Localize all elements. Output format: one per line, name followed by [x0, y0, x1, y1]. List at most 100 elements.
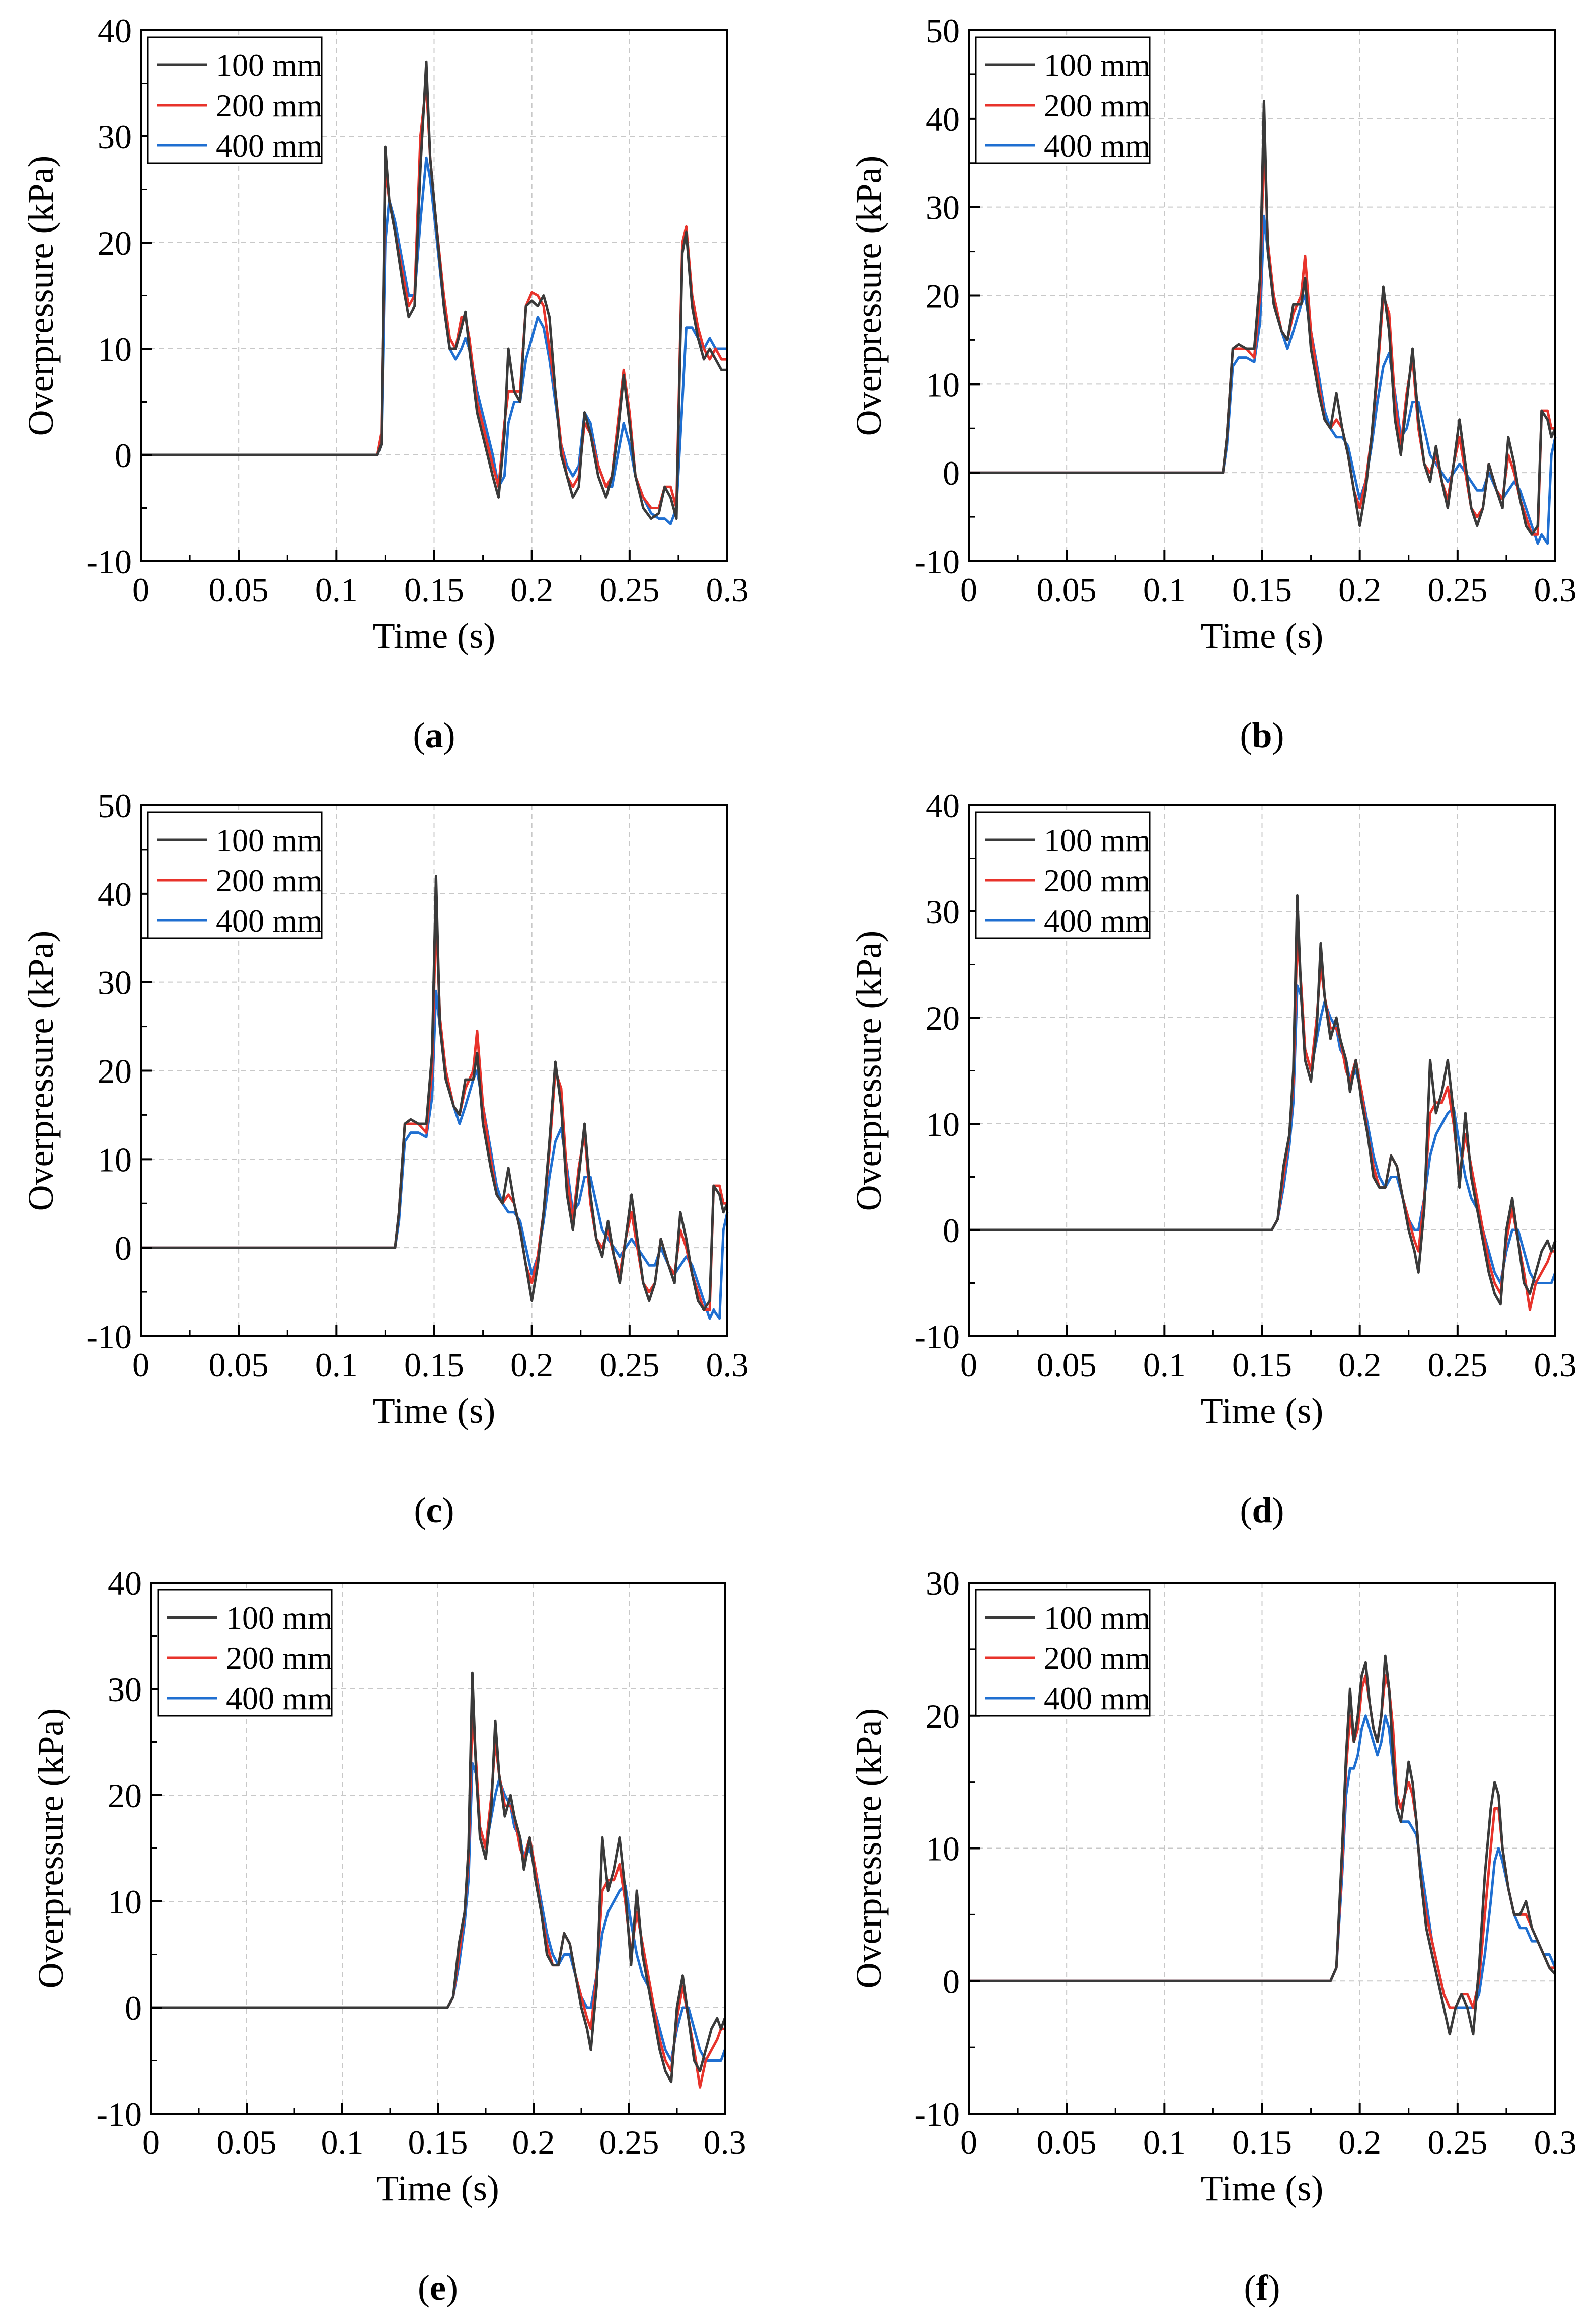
x-axis-label: Time (s)	[373, 1391, 495, 1431]
legend-label: 400 mm	[216, 903, 323, 939]
x-tick-label: 0.15	[1232, 1346, 1292, 1384]
y-tick-label: 20	[926, 277, 960, 316]
legend-box	[975, 811, 1151, 939]
y-tick-label: 40	[98, 875, 132, 913]
x-tick-label: 0.1	[321, 2123, 364, 2162]
x-tick-label: 0.05	[1037, 1346, 1097, 1384]
y-tick-label: -10	[86, 543, 132, 581]
legend-label: 400 mm	[216, 128, 323, 164]
x-tick-label: 0.25	[599, 1346, 659, 1384]
legend-box	[147, 36, 323, 164]
legend-label: 200 mm	[1044, 1640, 1151, 1676]
legend-box	[157, 1589, 333, 1717]
x-tick-label: 0.1	[315, 1346, 358, 1384]
y-axis-label: Overpressure (kPa)	[849, 1708, 889, 1989]
series-line-100mm	[141, 875, 729, 1311]
y-tick-label: 20	[98, 1052, 132, 1091]
x-tick-label: 0.3	[1534, 2123, 1577, 2162]
y-tick-label: 10	[926, 1830, 960, 1868]
x-tick-label: 0	[960, 571, 977, 609]
y-tick-label: 0	[943, 1962, 960, 2000]
legend: 100 mm 200 mm 400 mm	[147, 811, 323, 939]
panel-caption: (b)	[1240, 715, 1284, 755]
series-line-100mm	[969, 1654, 1556, 2036]
x-tick-label: 0.25	[599, 571, 659, 609]
legend-label: 200 mm	[1044, 88, 1151, 123]
y-tick-label: 10	[108, 1883, 142, 1921]
y-tick-label: 0	[115, 436, 132, 475]
y-tick-label: 0	[115, 1229, 132, 1267]
x-tick-label: 0.25	[599, 2123, 659, 2162]
y-axis-label: Overpressure (kPa)	[21, 931, 61, 1211]
x-tick-label: 0.3	[1534, 571, 1577, 609]
x-tick-label: 0.2	[510, 571, 553, 609]
x-tick-label: 0.1	[1143, 2123, 1186, 2162]
x-tick-label: 0.2	[512, 2123, 555, 2162]
legend-label: 400 mm	[1044, 128, 1151, 164]
x-axis-label: Time (s)	[373, 615, 495, 656]
panel-caption: (a)	[413, 715, 455, 755]
legend-label: 400 mm	[1044, 903, 1151, 939]
x-tick-label: 0.3	[704, 2123, 746, 2162]
legend: 100 mm 200 mm 400 mm	[975, 1589, 1151, 1717]
series-line-100mm	[151, 1671, 726, 2084]
legend-label: 400 mm	[1044, 1680, 1151, 1716]
y-tick-label: 30	[98, 118, 132, 156]
x-tick-label: 0.15	[1232, 2123, 1292, 2162]
y-tick-label: 10	[98, 330, 132, 368]
x-axis-label: Time (s)	[1201, 615, 1323, 656]
y-tick-label: 40	[108, 1564, 142, 1602]
chart-panel-c: 0 0.05 0.1 0.15 0.2 0.25 0.3-1001020304050Time…	[21, 787, 749, 1530]
x-tick-label: 0.05	[209, 1346, 269, 1384]
y-axis-label: Overpressure (kPa)	[21, 156, 61, 436]
x-tick-label: 0.05	[217, 2123, 277, 2162]
legend-label: 200 mm	[216, 863, 323, 898]
y-tick-label: 20	[108, 1777, 142, 1815]
x-tick-label: 0.2	[1338, 2123, 1381, 2162]
y-tick-label: 10	[926, 365, 960, 404]
y-tick-label: -10	[96, 2095, 142, 2133]
x-tick-label: 0.05	[1037, 571, 1097, 609]
x-tick-label: 0.15	[1232, 571, 1292, 609]
y-tick-label: 20	[926, 1697, 960, 1735]
x-tick-label: 0.3	[706, 1346, 749, 1384]
series-line-400mm	[141, 156, 727, 525]
y-axis-label: Overpressure (kPa)	[31, 1708, 71, 1989]
legend-label: 200 mm	[216, 88, 323, 123]
panel-caption: (f)	[1244, 2268, 1280, 2308]
x-tick-label: 0.15	[408, 2123, 468, 2162]
x-tick-label: 0.15	[404, 1346, 464, 1384]
x-tick-label: 0.2	[1338, 1346, 1381, 1384]
y-axis-label: Overpressure (kPa)	[849, 931, 889, 1211]
y-tick-label: 40	[98, 12, 132, 50]
x-tick-label: 0.05	[209, 571, 269, 609]
chart-panel-b: 0 0.05 0.1 0.15 0.2 0.25 0.3-1001020304050Time…	[849, 12, 1577, 755]
x-tick-label: 0	[960, 1346, 977, 1384]
legend-label: 100 mm	[226, 1600, 333, 1636]
x-axis-label: Time (s)	[376, 2168, 499, 2208]
y-tick-label: 30	[926, 893, 960, 931]
y-tick-label: 50	[926, 12, 960, 50]
y-tick-label: -10	[914, 2095, 960, 2133]
y-axis-label: Overpressure (kPa)	[849, 156, 889, 436]
y-tick-label: 0	[125, 1989, 142, 2027]
legend: 100 mm 200 mm 400 mm	[975, 36, 1151, 164]
x-tick-label: 0.05	[1037, 2123, 1097, 2162]
legend-label: 400 mm	[226, 1680, 333, 1716]
x-tick-label: 0	[142, 2123, 160, 2162]
y-tick-label: 30	[108, 1670, 142, 1709]
legend-label: 100 mm	[1044, 47, 1151, 83]
legend-label: 100 mm	[216, 47, 323, 83]
x-axis-label: Time (s)	[1201, 1391, 1323, 1431]
series-line-100mm	[969, 894, 1557, 1306]
panel-caption: (e)	[418, 2268, 458, 2308]
x-tick-label: 0.25	[1427, 571, 1487, 609]
x-tick-label: 0.1	[315, 571, 358, 609]
y-tick-label: 0	[943, 1211, 960, 1250]
x-axis-label: Time (s)	[1201, 2168, 1323, 2208]
y-tick-label: -10	[914, 543, 960, 581]
x-tick-label: 0	[132, 571, 149, 609]
